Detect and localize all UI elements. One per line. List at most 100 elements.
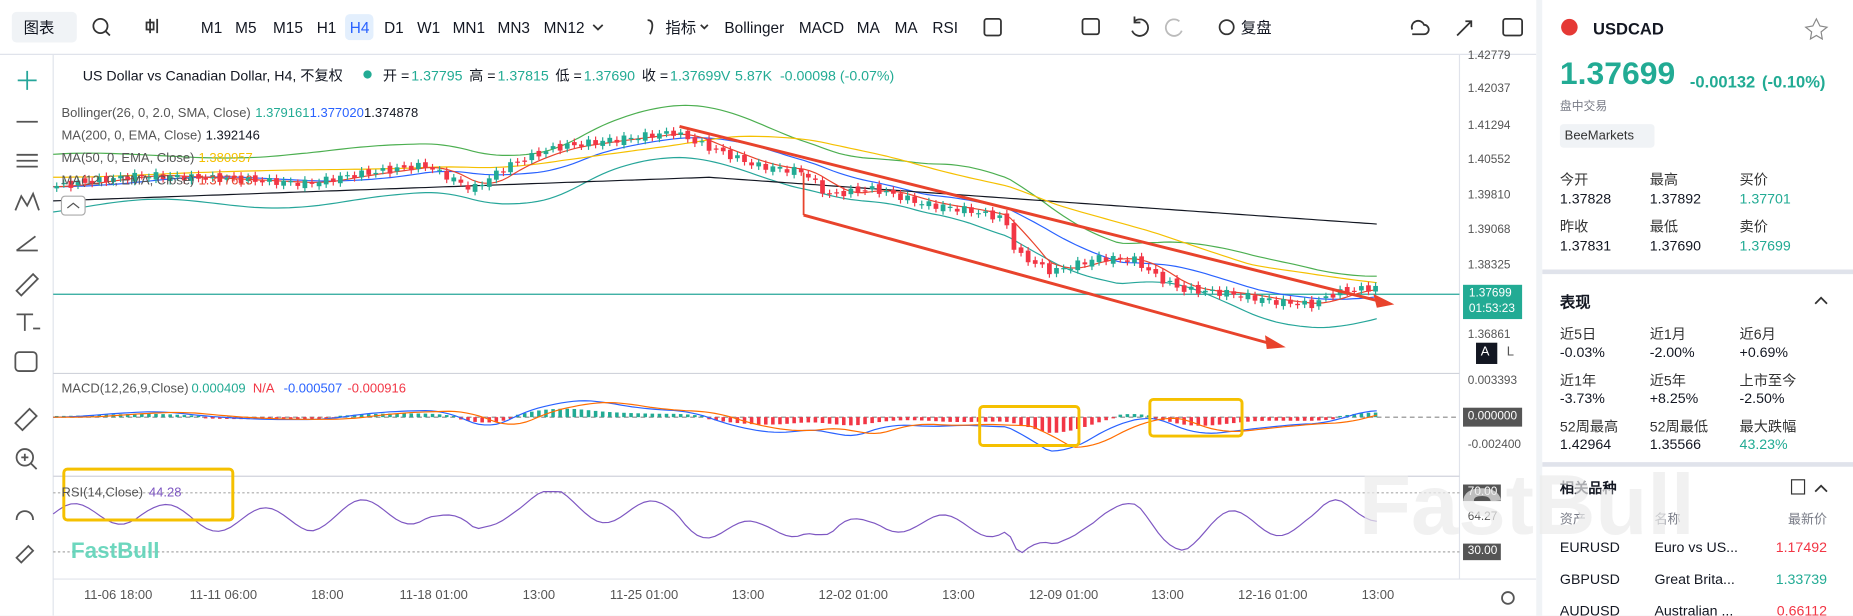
timeframe-button[interactable]: D1	[384, 18, 404, 37]
macd-bar	[749, 417, 754, 425]
related-cell[interactable]: AUDUSD	[1559, 602, 1620, 616]
indicator-button[interactable]: Bollinger	[724, 18, 785, 37]
macd-bar	[189, 415, 194, 418]
timeframe-button[interactable]: M5	[235, 18, 257, 37]
candle-body	[486, 178, 492, 187]
macd-bar	[140, 413, 144, 418]
macd-bar	[1139, 414, 1144, 418]
macd-bar	[444, 415, 449, 418]
macd-bar	[147, 413, 151, 418]
timeframe-button[interactable]: W1	[417, 18, 441, 37]
broker: BeeMarkets	[1564, 128, 1635, 143]
symbol: USDCAD	[1593, 18, 1664, 38]
macd-bar	[1345, 414, 1349, 418]
macd-bar	[1132, 414, 1137, 418]
performance-value: -2.50%	[1739, 389, 1785, 407]
timeframe-button[interactable]: M1	[200, 18, 223, 37]
timeframe-button[interactable]: M15	[272, 18, 303, 37]
time-axis-label: 13:00	[942, 588, 975, 603]
related-cell[interactable]: GBPUSD	[1559, 570, 1620, 588]
stat-label: 买价	[1739, 171, 1768, 188]
overlay-value: 1.374878	[363, 106, 419, 121]
candle-body	[657, 133, 662, 139]
macd-bar	[508, 417, 513, 419]
macd-bar	[664, 413, 669, 418]
macd-bar	[792, 417, 796, 424]
macd-bar	[416, 413, 421, 418]
candle-body	[1047, 263, 1052, 275]
candle-body	[259, 180, 265, 183]
timeframe-button[interactable]: MN3	[497, 18, 530, 37]
scale-mode[interactable]: A	[1480, 345, 1490, 360]
candle-body	[479, 185, 485, 187]
candle-body	[1224, 289, 1230, 297]
candle-body	[1295, 303, 1300, 306]
ohlc-value: 1.37815	[497, 67, 549, 84]
table-header: 资产	[1559, 512, 1586, 528]
macd-bar	[834, 417, 839, 425]
candle-body	[671, 130, 676, 136]
candle-body	[1089, 259, 1095, 267]
watermark: FastBull	[70, 538, 160, 564]
stat-label: 今开	[1559, 171, 1589, 188]
macd-bar	[1189, 417, 1193, 426]
macd-bar	[650, 413, 655, 418]
macd-bar	[182, 415, 187, 418]
candle-body	[1245, 292, 1251, 300]
chart-menu[interactable]: 图表	[23, 18, 55, 37]
macd-line	[53, 400, 1377, 452]
macd-axis-label: 0.003393	[1467, 374, 1518, 388]
rsi-axis-label: 70.00	[1467, 485, 1498, 499]
candle-body	[118, 175, 123, 179]
status: 盘中交易	[1559, 100, 1608, 114]
related-cell[interactable]: EURUSD	[1559, 538, 1620, 556]
candle-body	[1188, 286, 1194, 290]
macd-bar	[586, 410, 591, 418]
macd-bar	[303, 417, 307, 420]
macd-bar	[1281, 417, 1286, 421]
candle-body	[82, 178, 88, 183]
signal-line	[53, 402, 1377, 448]
scale-mode[interactable]: L	[1506, 345, 1514, 360]
candle-body	[1103, 257, 1109, 262]
candle-body	[1132, 256, 1137, 263]
table-header: 最新价	[1788, 512, 1828, 528]
candle-body	[961, 206, 967, 214]
macd-bar	[905, 417, 910, 421]
candle-body	[784, 169, 790, 173]
stat-label: 最高	[1649, 171, 1679, 188]
overlay-value: 1.380957	[198, 151, 253, 166]
candle-body	[1316, 300, 1322, 307]
timeframe-button[interactable]: MN1	[452, 18, 486, 37]
indicator-button[interactable]: RSI	[932, 18, 959, 37]
chart-canvas	[0, 11, 1537, 616]
macd-bar	[622, 412, 626, 418]
related-cell: Euro vs US...	[1654, 538, 1738, 556]
time-axis-label: 11-11 06:00	[189, 588, 258, 603]
candle-body	[905, 195, 910, 201]
indicator-menu[interactable]: 指标	[665, 18, 697, 37]
indicator-button[interactable]: MACD	[798, 18, 845, 37]
indicator-button[interactable]: MA	[856, 18, 880, 37]
timeframe-button[interactable]: H4	[349, 18, 370, 37]
timeframe-button[interactable]: H1	[316, 18, 337, 37]
candle-body	[1231, 291, 1237, 295]
candle-body	[1167, 280, 1173, 283]
candle-body	[798, 168, 804, 173]
macd-bar	[1182, 417, 1186, 425]
macd-bar	[969, 417, 974, 422]
candle-body	[529, 153, 535, 161]
time-axis-label: 12-16 01:00	[1238, 588, 1308, 603]
macd-bar	[310, 417, 314, 420]
candle-body	[203, 177, 208, 180]
candle-body	[940, 204, 946, 212]
candle-body	[337, 175, 343, 184]
candle-body	[635, 138, 641, 141]
macd-bar	[125, 414, 130, 418]
indicator-button[interactable]: MA	[894, 18, 918, 37]
macd-bar	[983, 417, 988, 422]
timeframe-button[interactable]: MN12	[543, 18, 585, 37]
replay-button[interactable]: 复盘	[1240, 18, 1272, 37]
candle-body	[522, 160, 528, 162]
candle-body	[983, 211, 988, 213]
